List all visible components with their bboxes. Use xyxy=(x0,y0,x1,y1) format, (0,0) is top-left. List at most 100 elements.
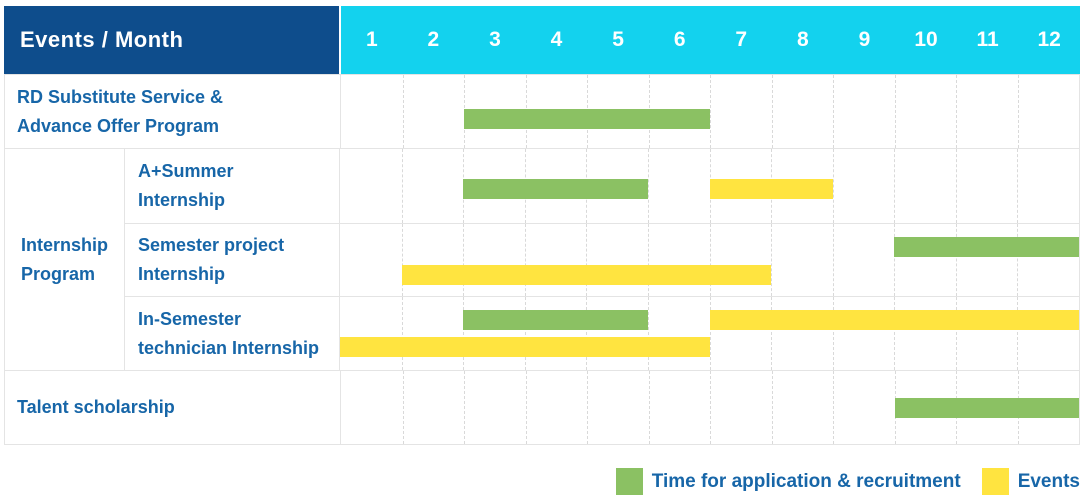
month-gridline xyxy=(401,224,403,296)
legend-item-green: Time for application & recruitment xyxy=(615,468,961,495)
row-label-line: Internship xyxy=(138,190,226,210)
month-gridline xyxy=(464,371,465,444)
table-row-aplus-summer: A+Summer Internship xyxy=(125,149,1079,223)
month-gridline xyxy=(587,371,588,444)
month-gridline xyxy=(1017,224,1019,296)
header-divider xyxy=(339,6,341,74)
month-gridline xyxy=(771,297,773,370)
month-gridline xyxy=(955,297,957,370)
bar-application-recruitment xyxy=(463,310,648,330)
row-label-in-semester: In-Semester technician Internship xyxy=(125,297,340,370)
group-label-line: Program xyxy=(21,263,96,284)
legend-swatch-yellow xyxy=(981,468,1009,495)
legend: Time for application & recruitment Events xyxy=(615,468,1080,495)
group-label-line: Internship xyxy=(21,234,109,255)
chart-cell-in-semester xyxy=(340,297,1079,370)
month-gridline xyxy=(771,224,773,296)
gantt-body: RD Substitute Service & Advance Offer Pro… xyxy=(4,74,1080,445)
month-gridline xyxy=(1017,297,1019,370)
month-label-10: 10 xyxy=(914,28,938,51)
row-label-line: technician Internship xyxy=(138,337,320,358)
bar-application-recruitment xyxy=(894,398,1079,418)
month-gridline xyxy=(709,297,711,370)
month-gridline xyxy=(586,224,588,296)
month-header: 1 2 3 4 5 6 7 8 9 10 11 12 xyxy=(341,6,1080,74)
group-rows: A+Summer Internship Semester project Intern… xyxy=(125,149,1079,370)
row-label-semester-project: Semester project Internship xyxy=(125,224,340,296)
month-gridline xyxy=(401,297,403,370)
month-label-2: 2 xyxy=(427,28,440,51)
chart-cell-talent-scholarship xyxy=(341,371,1079,444)
month-gridline xyxy=(956,75,957,148)
month-gridline xyxy=(402,371,404,444)
month-gridline xyxy=(463,297,465,370)
row-label-line: Internship xyxy=(138,264,226,284)
legend-label-yellow: Events xyxy=(1017,470,1080,492)
bar-application-recruitment xyxy=(464,109,710,129)
legend-item-yellow: Events xyxy=(981,468,1080,495)
bar-events xyxy=(340,337,710,357)
month-gridline xyxy=(1017,149,1019,223)
month-gridline xyxy=(771,371,773,444)
month-gridline xyxy=(709,224,711,296)
month-gridline xyxy=(894,297,896,370)
gantt-chart: Events / Month 1 2 3 4 5 6 7 8 9 10 11 12 RD Substi… xyxy=(4,6,1080,495)
row-label-rd-substitute: RD Substitute Service & Advance Offer Pro… xyxy=(5,75,341,148)
month-gridline xyxy=(647,224,649,296)
month-gridline xyxy=(401,149,403,223)
month-gridline xyxy=(525,371,527,444)
month-gridline xyxy=(1017,75,1019,148)
header-events-month-label: Events / Month xyxy=(4,6,339,74)
row-label-line: A+Summer xyxy=(138,161,234,181)
month-label-6: 6 xyxy=(673,28,686,51)
table-row-talent-scholarship: Talent scholarship xyxy=(5,370,1079,444)
row-label-line: In-Semester xyxy=(138,308,242,329)
group-internship: Internship Program A+Summer Internship Semes… xyxy=(5,148,1079,370)
month-gridline xyxy=(832,149,834,223)
row-label-line: Advance Offer Program xyxy=(17,115,220,136)
month-gridline xyxy=(955,224,957,296)
month-gridline xyxy=(832,224,834,296)
month-label-4: 4 xyxy=(550,28,563,51)
row-label-line: RD Substitute Service & xyxy=(17,86,224,107)
row-label-line: Semester project xyxy=(138,235,285,255)
month-gridline xyxy=(402,75,404,148)
month-label-11: 11 xyxy=(976,28,999,51)
bar-application-recruitment xyxy=(894,237,1079,257)
row-label-line: Talent scholarship xyxy=(17,397,175,417)
month-gridline xyxy=(586,297,588,370)
month-label-5: 5 xyxy=(612,28,624,51)
header-row: Events / Month 1 2 3 4 5 6 7 8 9 10 11 12 xyxy=(4,6,1080,74)
month-gridline xyxy=(524,224,526,296)
bar-application-recruitment xyxy=(463,179,648,199)
month-gridline xyxy=(524,297,526,370)
legend-swatch-green xyxy=(615,468,643,495)
month-label-8: 8 xyxy=(796,28,809,51)
month-gridline xyxy=(771,75,773,148)
month-gridline xyxy=(710,75,711,148)
month-gridline xyxy=(894,149,896,223)
month-label-12: 12 xyxy=(1037,28,1061,51)
month-gridline xyxy=(955,149,957,223)
month-label-7: 7 xyxy=(735,28,748,51)
month-gridline xyxy=(647,149,649,223)
month-gridline xyxy=(833,75,834,148)
bar-events xyxy=(709,179,833,199)
month-gridline xyxy=(647,297,649,370)
table-row-in-semester: In-Semester technician Internship xyxy=(125,296,1079,370)
bar-events xyxy=(401,265,772,285)
legend-label-green: Time for application & recruitment xyxy=(651,470,961,492)
month-label-1: 1 xyxy=(365,28,378,51)
month-gridline xyxy=(894,224,896,296)
row-label-aplus-summer: A+Summer Internship xyxy=(125,149,340,223)
month-gridline xyxy=(894,75,896,148)
table-row-rd-substitute: RD Substitute Service & Advance Offer Pro… xyxy=(5,75,1079,148)
month-gridline xyxy=(833,371,834,444)
month-label-9: 9 xyxy=(858,28,871,51)
chart-cell-rd-substitute xyxy=(341,75,1079,148)
table-row-semester-project: Semester project Internship xyxy=(125,223,1079,296)
month-gridline xyxy=(832,297,834,370)
month-label-3: 3 xyxy=(489,28,501,51)
bar-events xyxy=(709,310,1079,330)
chart-cell-aplus-summer xyxy=(340,149,1079,223)
